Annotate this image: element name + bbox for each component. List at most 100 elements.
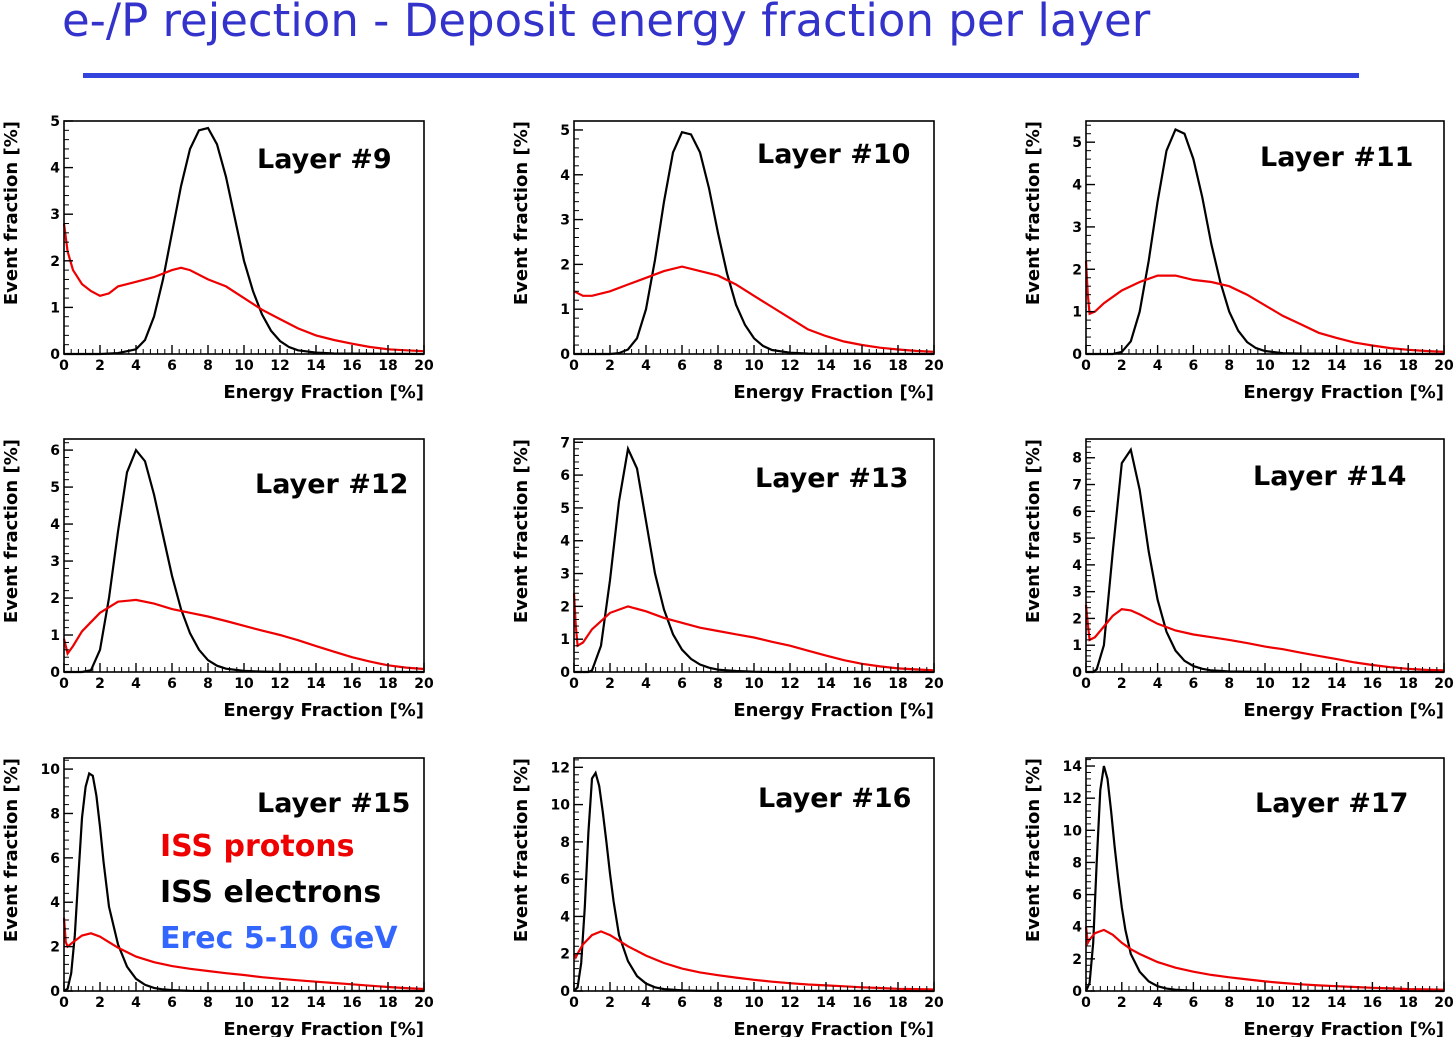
- x-tick-label: 12: [1291, 676, 1310, 692]
- x-tick-label: 18: [888, 358, 907, 374]
- x-tick-label: 10: [1255, 676, 1275, 692]
- proton-series-line: [573, 930, 935, 991]
- proton-series-line: [1084, 604, 1445, 672]
- x-tick-label: 14: [816, 676, 836, 692]
- y-axis-label: Event fraction [%]: [1023, 439, 1044, 623]
- y-tick-label: 6: [560, 872, 570, 888]
- y-tick-label: 12: [1063, 791, 1082, 807]
- y-tick-label: 6: [1072, 504, 1082, 520]
- y-tick-label: 2: [560, 947, 570, 963]
- x-tick-label: 10: [744, 358, 764, 374]
- y-tick-label: 5: [50, 114, 60, 130]
- x-tick-label: 4: [1153, 995, 1163, 1011]
- y-tick-label: 0: [560, 347, 570, 363]
- y-axis-label: Event fraction [%]: [1, 439, 22, 623]
- x-tick-label: 20: [414, 676, 434, 692]
- y-axis-label: Event fraction [%]: [1, 758, 22, 942]
- y-tick-label: 3: [1072, 585, 1082, 601]
- x-axis-label: Energy Fraction [%]: [1243, 700, 1444, 721]
- y-axis-label: Event fraction [%]: [1023, 121, 1044, 305]
- y-tick-label: 0: [50, 984, 60, 1000]
- y-tick-label: 4: [50, 161, 60, 177]
- x-tick-label: 0: [1081, 358, 1091, 374]
- y-tick-label: 5: [50, 480, 60, 496]
- layer-label: Layer #16: [758, 783, 911, 814]
- y-axis-label: Event fraction [%]: [1, 121, 22, 305]
- layer-label: Layer #17: [1255, 788, 1408, 819]
- x-axis-label: Energy Fraction [%]: [223, 382, 424, 403]
- x-tick-label: 20: [1434, 358, 1454, 374]
- x-tick-label: 14: [816, 358, 836, 374]
- x-tick-label: 10: [1255, 358, 1275, 374]
- x-tick-label: 2: [1117, 995, 1127, 1011]
- y-tick-label: 8: [50, 806, 60, 822]
- x-tick-label: 12: [1291, 995, 1310, 1011]
- x-tick-label: 6: [677, 995, 687, 1011]
- y-tick-label: 2: [50, 940, 60, 956]
- electron-series-line: [64, 447, 424, 674]
- proton-series-line: [62, 598, 425, 671]
- y-tick-label: 2: [560, 599, 570, 615]
- x-tick-label: 18: [1398, 676, 1417, 692]
- x-tick-label: 12: [780, 676, 799, 692]
- x-tick-label: 0: [59, 995, 69, 1011]
- x-tick-label: 6: [1189, 676, 1199, 692]
- x-tick-label: 16: [852, 995, 871, 1011]
- y-tick-label: 1: [560, 302, 570, 318]
- electron-series-line: [1086, 128, 1445, 356]
- y-tick-label: 4: [560, 909, 570, 925]
- x-tick-label: 12: [1291, 358, 1310, 374]
- x-tick-label: 8: [1224, 995, 1234, 1011]
- x-tick-label: 2: [95, 995, 105, 1011]
- electron-series-line: [64, 126, 425, 356]
- x-tick-label: 18: [378, 676, 397, 692]
- y-tick-label: 4: [1072, 920, 1082, 936]
- panel-7: 0 2 4 6 8 10 12 14 16 18 20 0 2 4 6 8 10 Energy Fraction …: [1, 757, 434, 1037]
- legend-energy-range: Erec 5-10 GeV: [160, 921, 398, 956]
- y-tick-label: 4: [1072, 558, 1082, 574]
- x-tick-label: 18: [1398, 358, 1417, 374]
- y-tick-label: 3: [560, 213, 570, 229]
- x-tick-label: 4: [131, 358, 141, 374]
- layer-label: Layer #9: [257, 144, 392, 175]
- x-tick-label: 0: [569, 995, 579, 1011]
- x-tick-label: 4: [131, 995, 141, 1011]
- y-tick-label: 0: [1072, 665, 1082, 681]
- y-tick-label: 2: [50, 591, 60, 607]
- y-tick-label: 3: [1072, 220, 1082, 236]
- x-tick-label: 2: [1117, 358, 1127, 374]
- x-tick-label: 6: [1189, 995, 1199, 1011]
- y-axis-label: Event fraction [%]: [511, 758, 532, 942]
- y-tick-label: 5: [560, 123, 570, 139]
- x-tick-label: 12: [270, 358, 289, 374]
- x-tick-label: 2: [605, 676, 615, 692]
- x-tick-label: 8: [1224, 676, 1234, 692]
- x-tick-label: 16: [852, 676, 871, 692]
- x-tick-label: 20: [414, 995, 434, 1011]
- x-tick-label: 2: [1117, 676, 1127, 692]
- electron-series-line: [574, 445, 934, 674]
- x-tick-label: 16: [342, 995, 361, 1011]
- y-tick-label: 3: [50, 207, 60, 223]
- panel-9: 0 2 4 6 8 10 12 14 16 18 20 0 2 4 6 8 10 12 14 Energy Fract…: [1023, 757, 1454, 1037]
- y-tick-label: 0: [50, 347, 60, 363]
- y-tick-label: 3: [560, 567, 570, 583]
- x-tick-label: 0: [569, 358, 579, 374]
- x-axis-label: Energy Fraction [%]: [733, 382, 934, 403]
- x-tick-label: 10: [744, 676, 764, 692]
- x-tick-label: 10: [1255, 995, 1275, 1011]
- x-tick-label: 12: [270, 676, 289, 692]
- x-tick-label: 8: [203, 358, 213, 374]
- x-axis-label: Energy Fraction [%]: [1243, 1019, 1444, 1037]
- y-tick-label: 4: [50, 895, 60, 911]
- x-tick-label: 6: [167, 358, 177, 374]
- layer-label: Layer #12: [255, 469, 408, 500]
- electron-series-line: [574, 130, 935, 356]
- y-tick-label: 4: [560, 534, 570, 550]
- x-tick-label: 6: [167, 676, 177, 692]
- x-tick-label: 10: [234, 995, 254, 1011]
- legend-protons: ISS protons: [160, 829, 355, 864]
